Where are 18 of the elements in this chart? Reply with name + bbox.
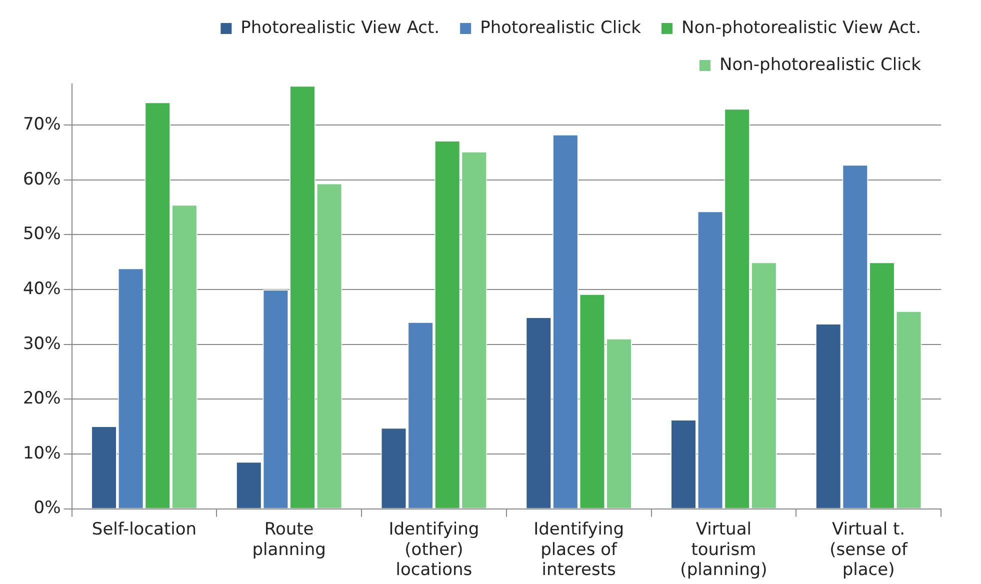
y-tick-label: 0% [34,498,61,518]
x-tick-label: Route planning [252,519,326,560]
x-tick-label: Virtual tourism (planning) [680,519,768,580]
y-tick-label: 30% [22,334,61,354]
x-tick-label: Virtual t. (sense of place) [830,519,908,580]
legend-label: Photorealistic View Act. [240,18,440,38]
legend-label: Photorealistic Click [480,18,642,38]
y-tick-label: 60% [22,169,61,190]
y-tick-label: 40% [22,278,61,299]
legend-label: Non-photorealistic View Act. [682,18,922,38]
x-tick-label: Identifying places of interests [534,519,624,580]
x-tick-label: Self-location [92,519,197,540]
y-tick-label: 20% [22,388,61,409]
legend-label: Non-photorealistic Click [720,54,922,75]
x-tick-label: Identifying (other) locations [388,519,480,580]
y-tick-label: 10% [22,443,61,464]
y-tick-label: 70% [22,114,61,135]
y-tick-label: 50% [22,224,61,244]
